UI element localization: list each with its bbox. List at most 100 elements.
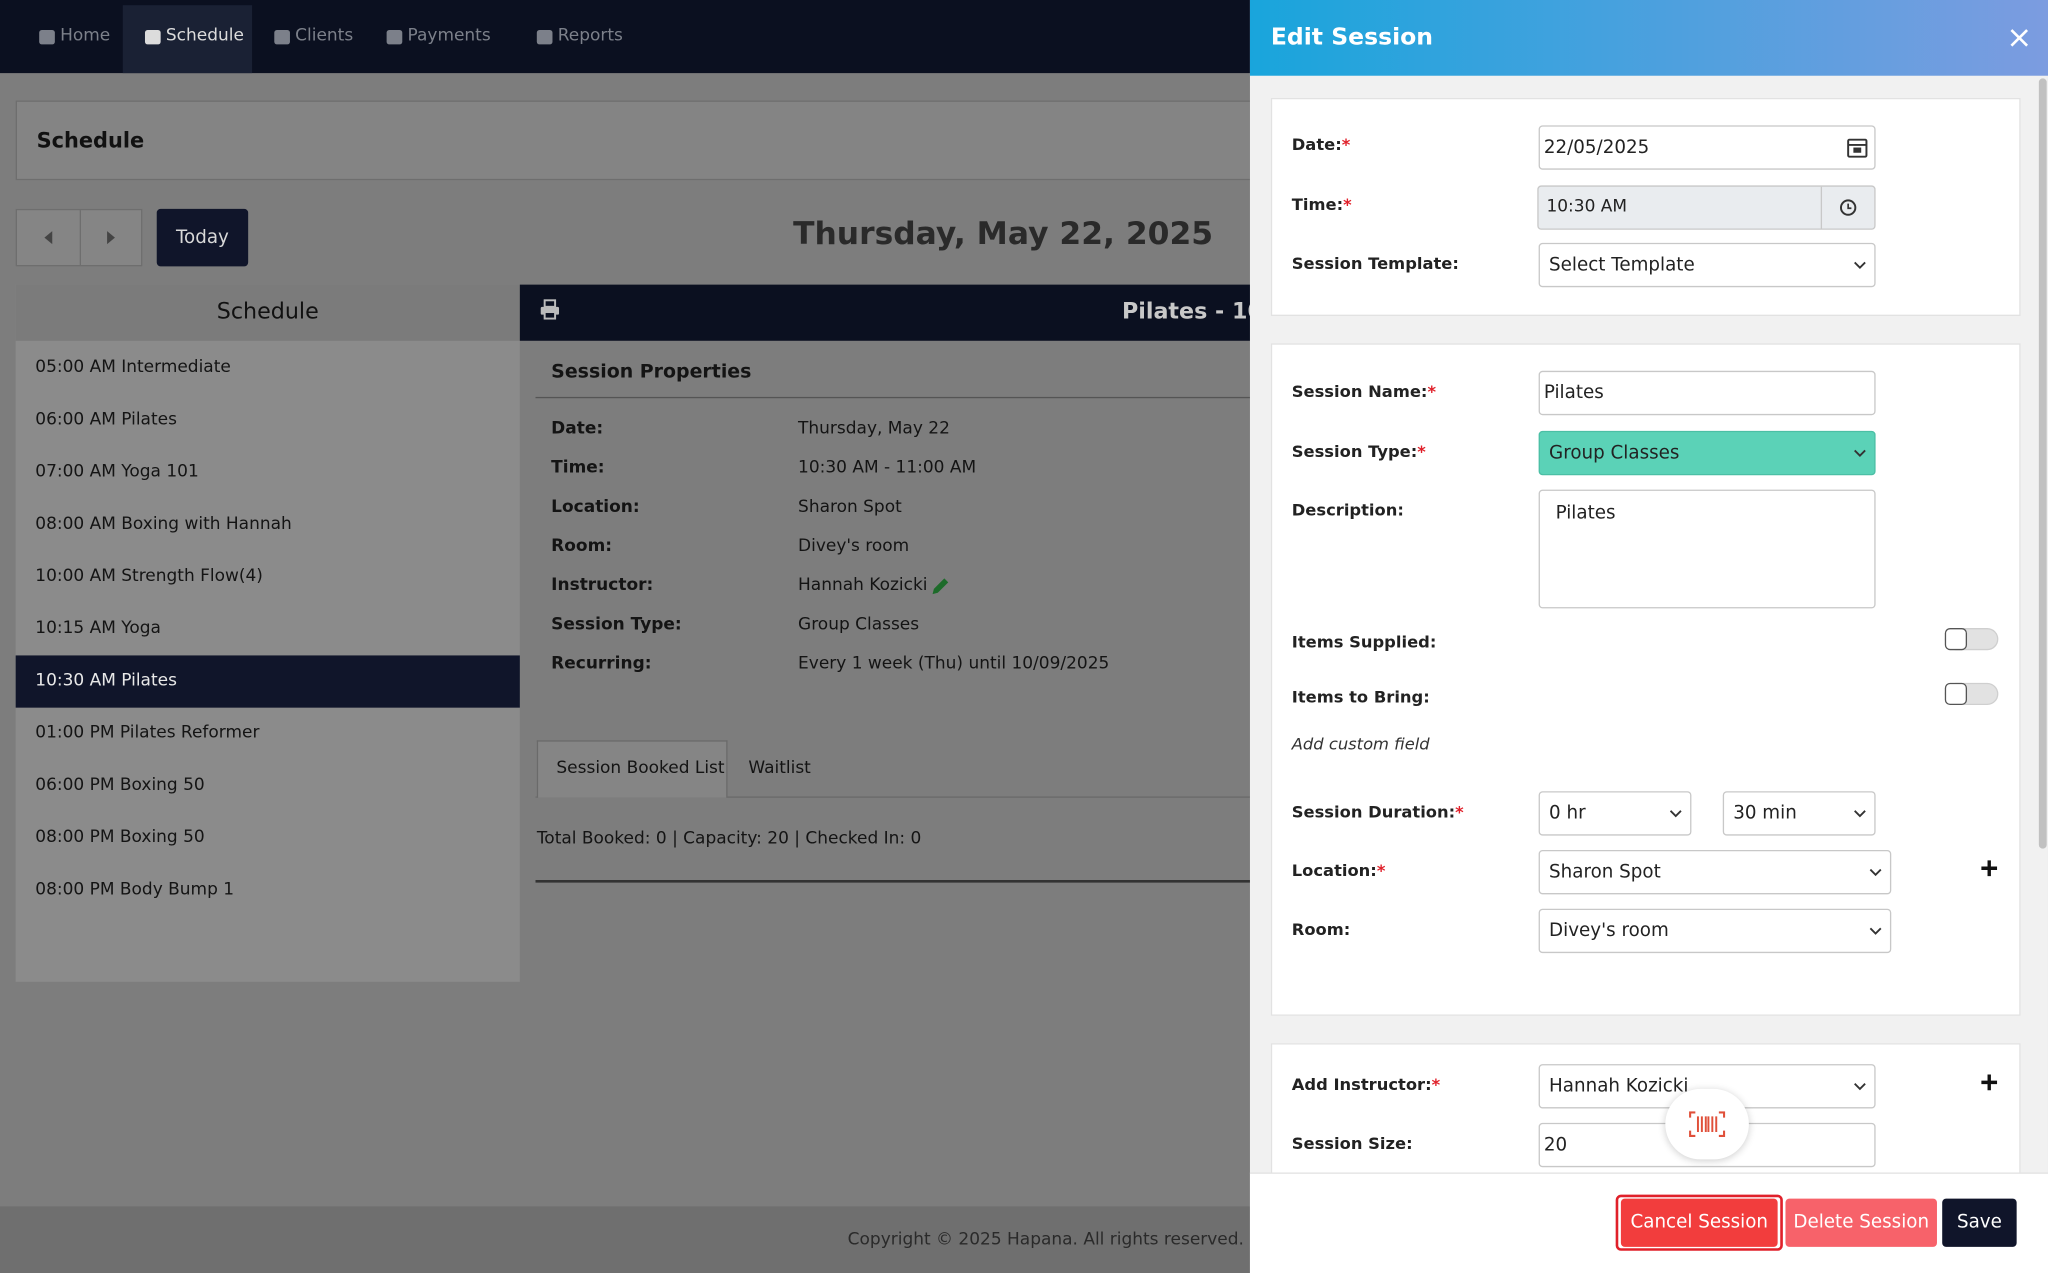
nav-icon (274, 30, 290, 45)
date-input[interactable]: 22/05/2025 (1538, 125, 1876, 170)
time-input[interactable]: 10:30 AM (1537, 185, 1876, 230)
session-title: Pilates - 10:3 (1121, 298, 1251, 326)
schedule-item[interactable]: 06:00 PM Boxing 50 (35, 775, 205, 796)
field-label: Add Instructor:* (1291, 1074, 1441, 1095)
chevron (1869, 927, 1882, 935)
room-select[interactable]: Divey's room (1538, 908, 1892, 954)
booking-summary: Total Booked: 0 | Capacity: 20 | Checked… (536, 829, 922, 849)
schedule-item[interactable]: 06:00 AM Pilates (35, 409, 177, 430)
property-value: Sharon Spot (798, 497, 902, 518)
field-label: Session Name:* (1291, 381, 1436, 401)
schedule-item[interactable]: 07:00 AM Yoga 101 (35, 462, 199, 482)
tab-label[interactable]: Waitlist (748, 758, 811, 779)
schedule-item[interactable]: 10:30 AM Pilates (15, 655, 520, 708)
property-label: Room: (551, 536, 613, 557)
nav-active (122, 5, 253, 74)
close-icon[interactable] (2009, 27, 2030, 48)
field-label: Location:* (1291, 860, 1386, 881)
field-label: Time:* (1291, 194, 1352, 215)
field-label: Room: (1291, 919, 1351, 939)
description-input[interactable]: Pilates (1538, 489, 1876, 609)
field-label: Items to Bring: (1291, 686, 1430, 707)
nav-item[interactable]: Clients (274, 26, 353, 50)
template-select[interactable]: Select Template (1538, 242, 1876, 288)
properties-heading: Session Properties (551, 361, 752, 383)
schedule-item[interactable]: 05:00 AM Intermediate (35, 357, 231, 378)
property-value: Thursday, May 22 (798, 419, 950, 439)
nav-arrows[interactable] (15, 208, 143, 267)
today-button[interactable]: Today (156, 208, 249, 267)
type-select[interactable]: Group Classes (1538, 430, 1876, 476)
property-value: Hannah Kozicki (798, 575, 928, 596)
time-addon[interactable] (1820, 186, 1875, 229)
minutes-select[interactable]: 30 min (1722, 791, 1876, 836)
schedule-item[interactable]: 08:00 AM Boxing with Hannah (35, 514, 292, 535)
nav-item[interactable]: Schedule (144, 26, 244, 50)
toggle[interactable] (1944, 682, 1999, 706)
tab-active[interactable] (536, 740, 728, 798)
chevron (1669, 810, 1682, 818)
add-instructor[interactable] (1980, 1073, 1998, 1091)
panel-header (1249, 0, 2048, 76)
page-header (15, 100, 1252, 181)
hours-select[interactable]: 0 hr (1538, 791, 1692, 836)
nav-item[interactable]: Home (39, 26, 110, 50)
prev-icon[interactable] (40, 230, 56, 246)
location-select[interactable]: Sharon Spot (1538, 849, 1892, 895)
schedule-item[interactable]: 10:15 AM Yoga (35, 618, 161, 639)
property-value: Group Classes (798, 614, 920, 635)
nav-icon (39, 30, 55, 45)
toggle[interactable] (1944, 628, 1999, 651)
field-label: Description: (1291, 500, 1404, 520)
edit-icon[interactable] (930, 576, 951, 597)
custom-field-link[interactable]: Add custom field (1291, 733, 1430, 754)
schedule-item[interactable]: 01:00 PM Pilates Reformer (35, 723, 260, 743)
property-label: Instructor: (551, 575, 654, 596)
barcode-icon (1689, 1111, 1726, 1137)
page-title: Schedule (36, 127, 145, 153)
nav-icon (386, 30, 403, 45)
delete-button[interactable]: Delete Session (1785, 1198, 1937, 1247)
next-icon[interactable] (103, 230, 119, 246)
property-label: Time: (551, 458, 605, 478)
scrollbar[interactable] (2038, 78, 2047, 849)
clock-icon (1839, 199, 1857, 216)
print-icon[interactable] (539, 299, 560, 320)
schedule-list (15, 284, 520, 982)
field-label: Session Type:* (1291, 441, 1426, 461)
schedule-item[interactable]: 08:00 PM Body Bump 1 (35, 880, 235, 900)
panel-title: Edit Session (1270, 23, 1434, 51)
field-label: Session Duration:* (1291, 801, 1464, 822)
focus-ring (1615, 1194, 1783, 1251)
property-value: Every 1 week (Thu) until 10/09/2025 (798, 654, 1110, 674)
cancel-button[interactable]: Cancel Session (1620, 1198, 1778, 1247)
field-label: Items Supplied: (1291, 631, 1437, 652)
instructor-select[interactable]: Hannah Kozicki (1538, 1064, 1876, 1109)
schedule-item[interactable]: 08:00 PM Boxing 50 (35, 827, 205, 848)
property-label: Date: (551, 419, 604, 439)
name-input[interactable]: Pilates (1538, 370, 1876, 416)
footer (0, 1206, 1250, 1273)
chevron (1854, 261, 1866, 269)
chevron (1854, 449, 1866, 457)
property-value: 10:30 AM - 11:00 AM (798, 458, 977, 478)
schedule-heading: Schedule (15, 284, 520, 341)
calendar-icon[interactable] (1846, 136, 1870, 160)
property-label: Location: (551, 497, 640, 518)
chevron (1854, 1083, 1866, 1091)
scan-button[interactable] (1665, 1088, 1749, 1160)
tab-label[interactable]: Session Booked List (556, 758, 725, 779)
nav-item[interactable]: Payments (386, 26, 491, 50)
field-label: Session Template: (1291, 253, 1459, 273)
copyright: Copyright © 2025 Hapana. All rights rese… (847, 1229, 1244, 1250)
save-button[interactable]: Save (1942, 1198, 2017, 1247)
chevron (1869, 868, 1882, 877)
property-label: Session Type: (551, 614, 682, 635)
add-location[interactable] (1980, 859, 1998, 877)
schedule-item[interactable]: 10:00 AM Strength Flow(4) (35, 566, 263, 587)
property-label: Recurring: (551, 654, 652, 674)
nav-item[interactable]: Reports (536, 26, 623, 50)
session-bar: Pilates - 10:3 (519, 284, 1252, 341)
